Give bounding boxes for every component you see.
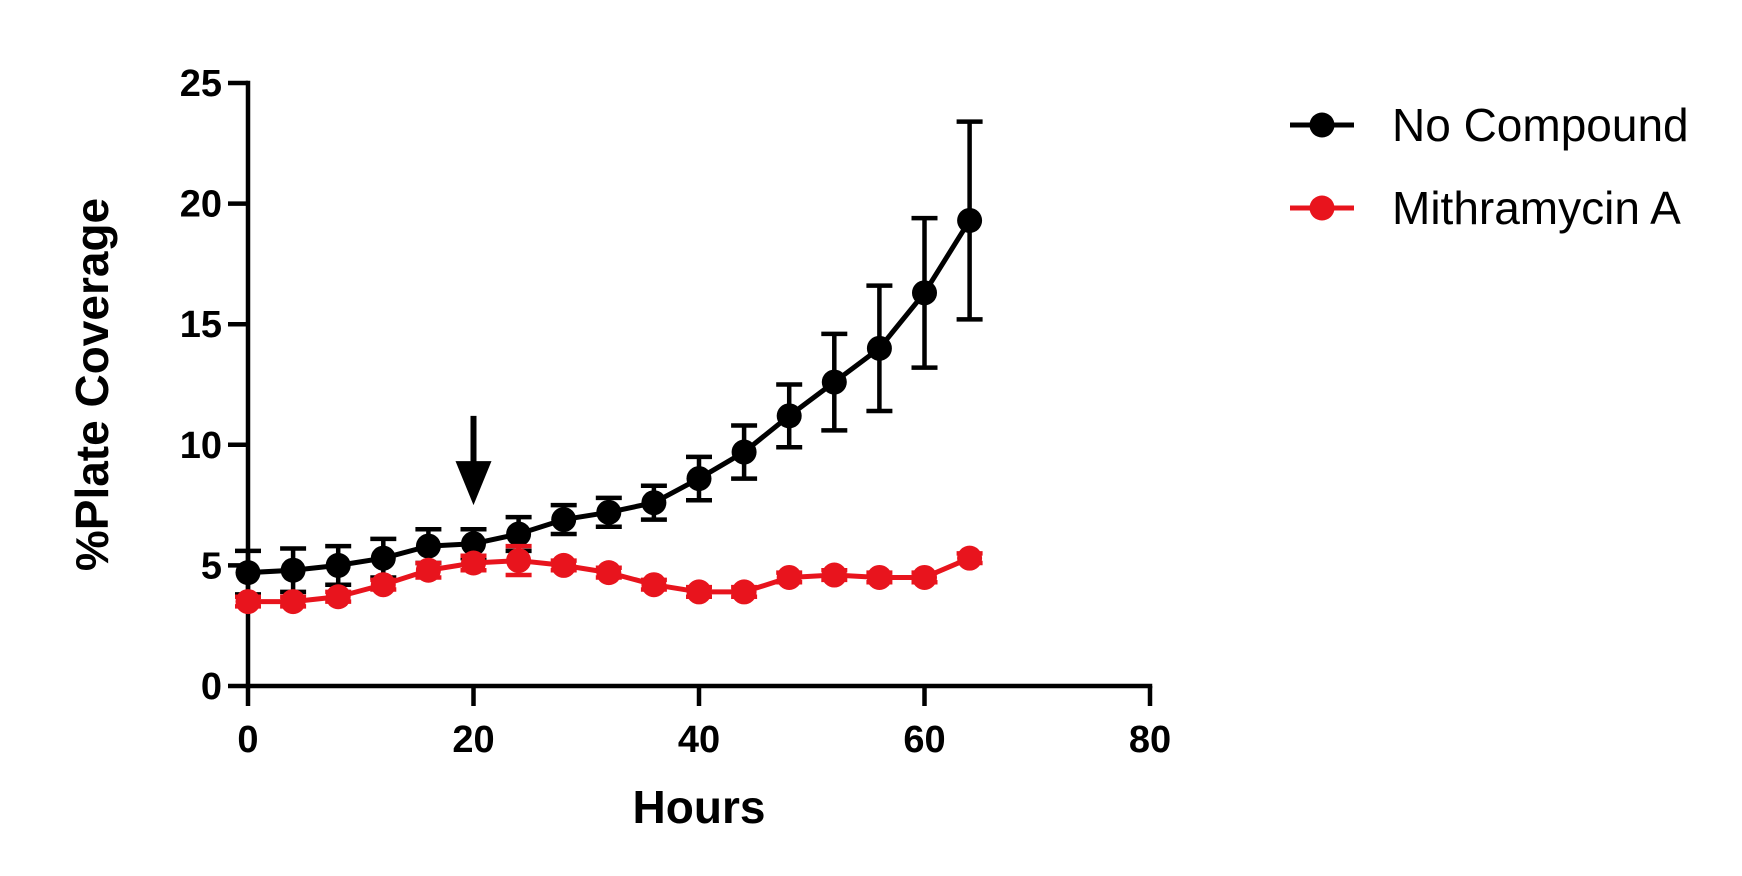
data-point: [325, 584, 351, 610]
data-point: [461, 550, 486, 576]
data-point: [325, 552, 351, 578]
data-point: [912, 564, 937, 590]
data-point: [370, 572, 396, 598]
series-no-compound: [235, 119, 983, 597]
legend: No Compound Mithramycin A: [1290, 99, 1689, 234]
data-point: [957, 207, 983, 233]
data-point: [596, 499, 622, 525]
annotation-layer: [455, 415, 492, 506]
x-tick-label: 40: [678, 719, 720, 761]
legend-label: No Compound: [1392, 99, 1689, 151]
legend-item: Mithramycin A: [1290, 182, 1681, 234]
y-tick-label: 0: [201, 666, 222, 708]
data-point: [280, 557, 306, 583]
legend-swatch-marker: [1309, 195, 1335, 221]
x-tick-label: 0: [237, 719, 258, 761]
data-point: [280, 589, 306, 615]
data-point: [551, 507, 577, 533]
y-tick-label: 20: [180, 184, 222, 226]
data-point: [686, 466, 712, 492]
data-point: [731, 579, 757, 605]
data-point: [370, 545, 396, 571]
data-point: [506, 548, 532, 574]
x-tick-label: 80: [1129, 719, 1171, 761]
y-axis-ticks: 0 5 10 15 20 25: [180, 63, 248, 708]
legend-label: Mithramycin A: [1392, 182, 1681, 234]
y-tick-label: 15: [180, 304, 222, 346]
data-point: [235, 560, 261, 586]
series-mithramycin-a: [235, 543, 983, 615]
x-axis-ticks: 0 20 40 60 80: [237, 686, 1171, 761]
data-point: [776, 403, 802, 429]
legend-item: No Compound: [1290, 99, 1689, 151]
data-point: [506, 521, 532, 547]
data-point: [912, 280, 937, 306]
y-tick-label: 25: [180, 63, 222, 105]
data-point: [686, 579, 712, 605]
y-tick-label: 5: [201, 545, 222, 587]
data-point: [461, 531, 486, 557]
data-point: [415, 557, 441, 583]
data-point: [957, 545, 983, 571]
x-tick-label: 20: [452, 719, 494, 761]
y-tick-label: 10: [180, 425, 222, 467]
annotation-arrow: [455, 415, 492, 506]
legend-swatch-marker: [1309, 112, 1335, 138]
data-point: [551, 552, 577, 578]
data-point: [596, 560, 622, 586]
data-point: [821, 562, 847, 588]
data-point: [821, 369, 847, 395]
series-layer: [235, 119, 983, 615]
x-axis-title: Hours: [633, 781, 766, 833]
x-tick-label: 60: [903, 719, 945, 761]
data-point: [641, 490, 667, 516]
data-point: [415, 533, 441, 559]
data-point: [641, 572, 667, 598]
axes: 0 5 10 15 20 25 0 20 40 60 80: [180, 63, 1171, 761]
data-point: [866, 564, 892, 590]
data-point: [235, 589, 261, 615]
data-point: [776, 564, 802, 590]
y-axis-title: %Plate Coverage: [66, 198, 118, 571]
data-point: [866, 335, 892, 361]
data-point: [731, 439, 757, 465]
